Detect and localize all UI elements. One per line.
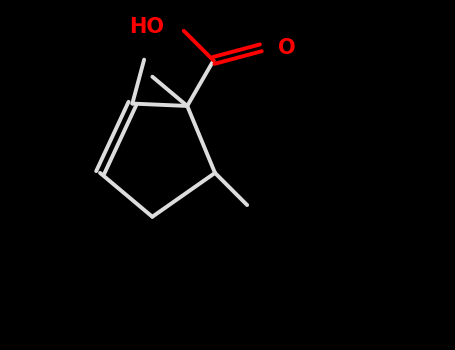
Text: HO: HO bbox=[130, 17, 165, 37]
Text: O: O bbox=[278, 38, 296, 58]
